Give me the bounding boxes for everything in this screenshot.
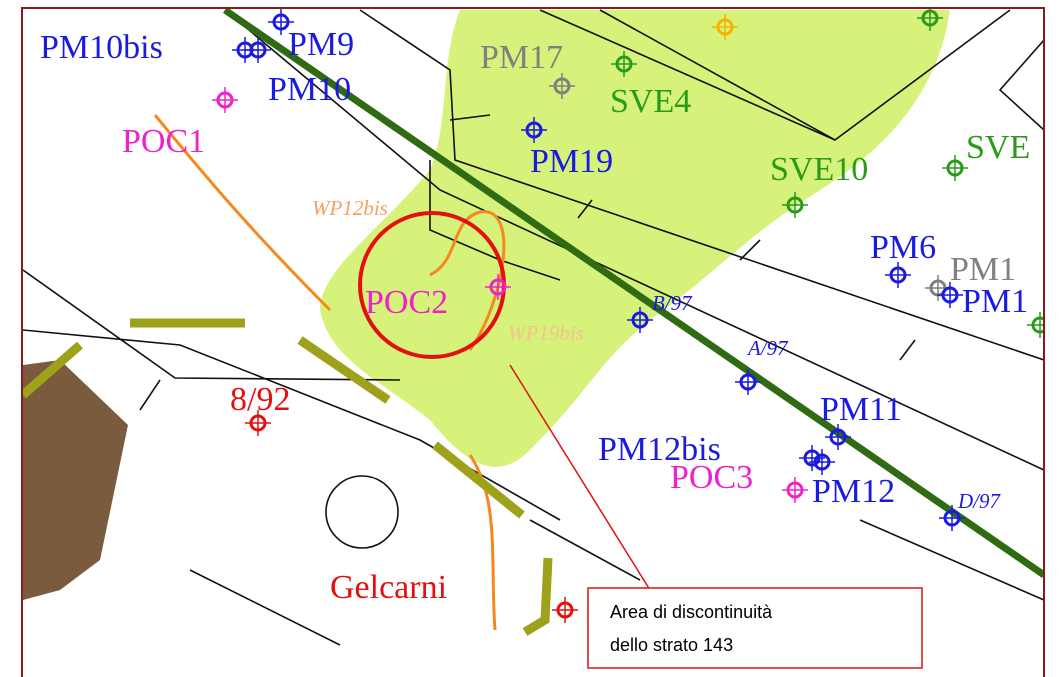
well-label: PM6 xyxy=(870,229,936,266)
well-label: SVE10 xyxy=(770,151,868,188)
callout-text: dello strato 143 xyxy=(610,635,733,655)
well-cross xyxy=(799,445,825,471)
well-cross xyxy=(1027,312,1044,338)
well-cross xyxy=(549,73,575,99)
contaminated-area xyxy=(320,10,950,467)
well-cross xyxy=(735,369,761,395)
building xyxy=(23,360,128,600)
well-cross xyxy=(917,9,943,31)
well-cross xyxy=(942,155,968,181)
well-cross xyxy=(611,51,637,77)
well-cross xyxy=(782,477,808,503)
well-label: PM12bis xyxy=(598,431,721,468)
faults xyxy=(153,114,506,631)
well-label: PM17 xyxy=(480,39,563,76)
well-label: PM9 xyxy=(288,26,354,63)
well-label: POC2 xyxy=(365,284,448,321)
well-cross xyxy=(937,282,963,308)
well-label: PM1 xyxy=(962,283,1028,320)
well-label: Gelcarni xyxy=(330,569,447,606)
pipeline xyxy=(223,9,1044,578)
well-cross xyxy=(782,192,808,218)
well-label: WP19bis xyxy=(508,321,584,345)
well-label: PM19 xyxy=(530,143,613,180)
well-label: PM10bis xyxy=(40,29,163,66)
well-label: WP12bis xyxy=(312,196,388,220)
well-label: POC1 xyxy=(122,123,205,160)
roads xyxy=(23,9,1044,646)
well-cross xyxy=(825,424,851,450)
well-label: SVE xyxy=(966,129,1030,166)
well-cross xyxy=(268,9,294,35)
callout-text: Area di discontinuità xyxy=(610,602,773,622)
callout-line xyxy=(509,364,651,591)
callout-box xyxy=(587,587,923,669)
well-cross xyxy=(939,505,965,531)
well-cross xyxy=(245,37,271,63)
well-cross xyxy=(521,117,547,143)
well-label: PM1 xyxy=(950,251,1016,288)
tank xyxy=(325,475,399,549)
well-cross xyxy=(485,274,511,300)
well-label: A/97 xyxy=(746,336,789,360)
well-label: PM10 xyxy=(268,71,351,108)
well-label: D/97 xyxy=(957,489,1002,513)
well-cross xyxy=(885,262,911,288)
well-cross xyxy=(712,14,738,40)
well-cross xyxy=(245,410,271,436)
well-label: POC3 xyxy=(670,459,753,496)
well-cross xyxy=(212,87,238,113)
frame xyxy=(21,7,1045,677)
well-cross xyxy=(552,597,578,623)
well-label: PM11 xyxy=(820,391,902,428)
well-label: SVE4 xyxy=(610,83,691,120)
structures xyxy=(23,318,553,636)
well-label: B/97 xyxy=(652,291,693,315)
well-cross xyxy=(627,307,653,333)
well-label: PM12 xyxy=(812,473,895,510)
well-label: 8/92 xyxy=(230,381,290,418)
well-cross xyxy=(809,449,835,475)
